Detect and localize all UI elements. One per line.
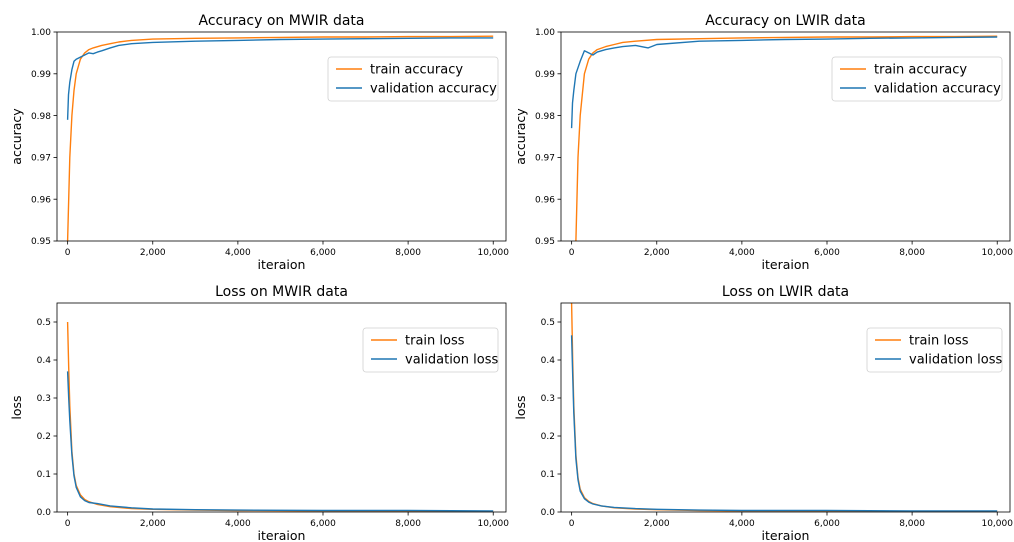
y-tick-label: 0.96 [535,195,555,205]
chart-title: Loss on LWIR data [722,284,849,300]
chart-4: 0 2,000 4,000 6,000 8,000 10,000 0.0 0.1 0.2 0.3 0… [513,284,1013,542]
x-tick-label: 6,000 [310,519,336,529]
y-tick-label: 0.99 [31,70,51,80]
x-tick-label: 6,000 [310,248,336,258]
legend-box [866,327,1003,373]
y-axis-label: accuracy [9,108,24,165]
y-tick-label: 0.5 [37,318,51,328]
x-tick-label: 2,000 [644,519,670,529]
x-tick-label: 0 [65,248,71,258]
y-tick-label: 1.00 [535,28,555,38]
y-tick-label: 0.95 [31,237,51,247]
legend-label: validation loss [405,353,498,368]
legend-box [831,56,1003,102]
x-axis-label: iteraion [762,528,810,542]
x-tick-label: 0 [569,248,575,258]
axes-frame [560,31,1011,242]
y-tick-label: 0.98 [535,112,555,122]
x-axis-label: iteraion [258,257,306,272]
x-tick-label: 4,000 [225,248,251,258]
y-tick-label: 0.97 [535,154,555,164]
y-tick-label: 0.4 [541,356,556,366]
x-tick-label: 6,000 [814,248,840,258]
y-tick-label: 1.00 [31,28,51,38]
legend-label: validation accuracy [874,82,1001,97]
y-tick-label: 0.1 [37,470,51,480]
x-tick-label: 2,000 [140,248,166,258]
legend-box [362,327,499,373]
legend-label: train accuracy [370,63,463,78]
y-tick-label: 0.3 [37,394,51,404]
axes-frame [56,31,507,242]
series-line-validation [570,36,998,129]
y-axis-label: loss [9,395,24,419]
legend: train accuracy validation accuracy [831,56,1003,102]
y-tick-label: 0.0 [37,508,52,518]
legend-label: train loss [405,334,465,349]
x-tick-label: 4,000 [729,248,755,258]
x-axis-label: iteraion [762,257,810,272]
y-axis-label: accuracy [513,108,528,165]
x-tick-label: 2,000 [140,519,166,529]
y-tick-label: 0.96 [31,195,51,205]
x-tick-label: 10,000 [981,248,1013,258]
legend: train loss validation loss [362,327,499,373]
chart-3: 0 2,000 4,000 6,000 8,000 10,000 0.0 0.1 0.2 0.3 0… [9,284,509,542]
chart-title: Accuracy on MWIR data [198,13,364,29]
chart-1: 0 2,000 4,000 6,000 8,000 10,000 0.95 0.96 0.97 0… [9,13,509,272]
series-line-validation [66,371,494,512]
y-tick-label: 0.5 [541,318,555,328]
y-tick-label: 0.2 [37,432,51,442]
x-axis-label: iteraion [258,528,306,542]
legend-label: validation accuracy [370,82,497,97]
chart-title: Loss on MWIR data [215,284,348,300]
y-tick-label: 0.97 [31,154,51,164]
x-tick-label: 10,000 [981,519,1013,529]
x-tick-label: 8,000 [899,248,925,258]
y-tick-label: 0.3 [541,394,555,404]
x-tick-label: 0 [65,519,71,529]
series-line-validation [570,335,998,512]
y-tick-label: 0.1 [541,470,555,480]
legend: train loss validation loss [866,327,1003,373]
x-tick-label: 0 [569,519,575,529]
x-tick-label: 2,000 [644,248,670,258]
y-tick-label: 0.0 [541,508,556,518]
legend-label: train accuracy [874,63,967,78]
x-tick-label: 8,000 [395,248,421,258]
legend-label: train loss [909,334,969,349]
y-axis-label: loss [513,395,528,419]
x-tick-label: 8,000 [899,519,925,529]
legend: train accuracy validation accuracy [327,56,499,102]
series-line-train [575,35,998,241]
axes-frame [56,302,507,513]
y-tick-label: 0.95 [535,237,555,247]
x-tick-label: 4,000 [225,519,251,529]
x-tick-label: 8,000 [395,519,421,529]
series-line-train [66,35,494,241]
y-tick-label: 0.98 [31,112,51,122]
axes-frame [560,302,1011,513]
chart-title: Accuracy on LWIR data [705,13,865,29]
chart-2: 0 2,000 4,000 6,000 8,000 10,000 0.95 0.96 0.97 0… [513,13,1013,272]
legend-box [327,56,499,102]
y-tick-label: 0.2 [541,432,555,442]
x-tick-label: 10,000 [477,519,509,529]
y-tick-label: 0.99 [535,70,555,80]
x-tick-label: 4,000 [729,519,755,529]
series-line-validation [66,37,494,120]
y-tick-label: 0.4 [37,356,52,366]
legend-label: validation loss [909,353,1002,368]
x-tick-label: 10,000 [477,248,509,258]
x-tick-label: 6,000 [814,519,840,529]
